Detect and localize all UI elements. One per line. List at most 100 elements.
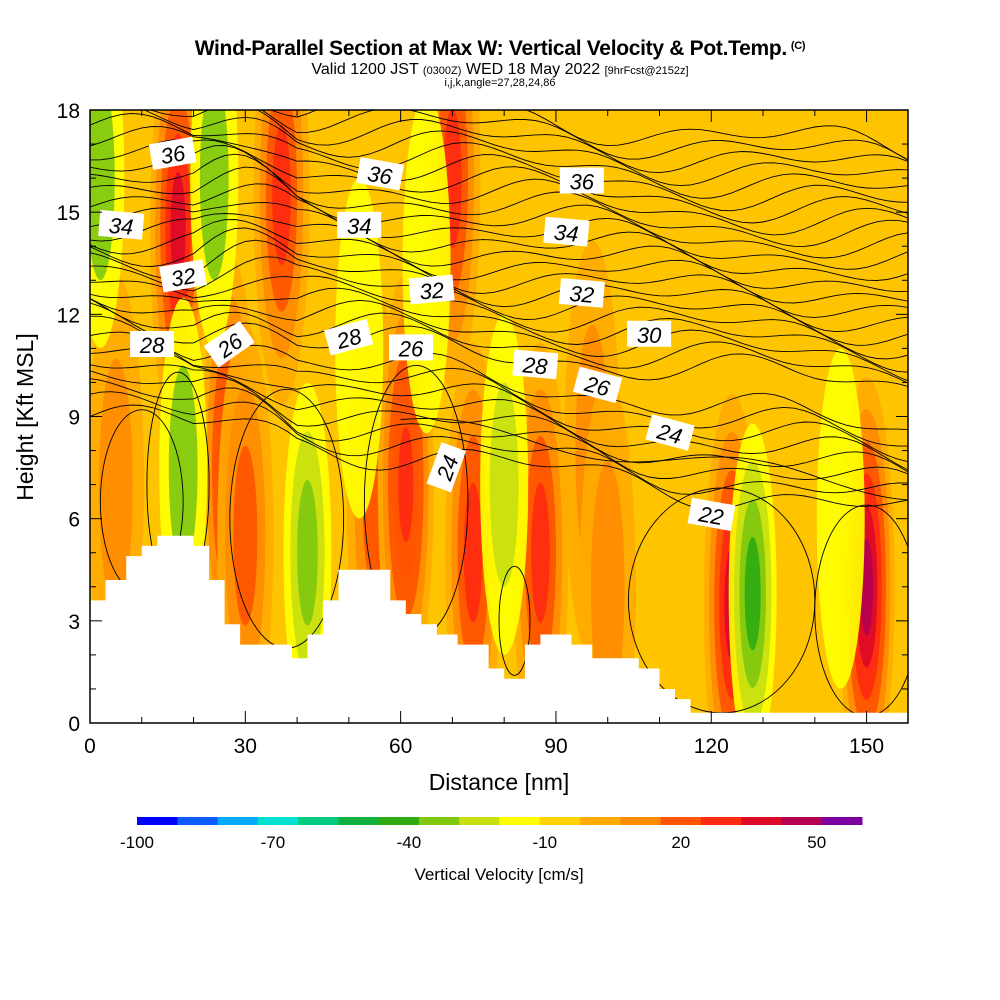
theta-contours — [90, 110, 908, 717]
theta-contour-line — [90, 219, 908, 304]
theta-label-text: 36 — [366, 161, 395, 190]
theta-contour-line — [90, 404, 908, 511]
downdraft-core-band — [489, 382, 519, 587]
theta-label-text: 22 — [696, 501, 725, 530]
x-axis-title: Distance [nm] — [429, 769, 570, 795]
y-tick-label: 3 — [68, 611, 80, 634]
theta-label: 22 — [687, 497, 736, 531]
theta-label-box — [324, 318, 374, 356]
theta-label-text: 28 — [139, 333, 165, 358]
theta-label-box — [159, 259, 207, 293]
theta-contour-line — [90, 145, 908, 236]
theta-label-text: 34 — [108, 213, 135, 240]
theta-label: 28 — [512, 349, 559, 379]
updraft-core-band — [531, 482, 550, 623]
y-tick-label: 18 — [57, 100, 80, 123]
theta-label-box — [573, 366, 623, 404]
y-tick-label: 0 — [68, 713, 80, 736]
updraft-core-band — [170, 171, 186, 287]
colorbar-swatch — [217, 817, 259, 825]
x-tick-label: 60 — [389, 735, 412, 758]
colorbar-tick-label: -100 — [120, 833, 154, 852]
colorbar-swatch — [177, 817, 219, 825]
theta-contour-line — [90, 331, 908, 447]
colorbar-swatch — [459, 817, 500, 825]
colorbar-tick-label: -70 — [261, 833, 286, 852]
colorbar-swatch — [700, 817, 742, 825]
valid-time: Valid 1200 JST — [311, 61, 419, 78]
theta-contour-line — [90, 202, 908, 281]
forecast-info: [9hrFcst@2152z] — [604, 65, 689, 77]
theta-label-text: 32 — [418, 277, 445, 304]
x-tick-label: 90 — [544, 735, 567, 758]
updraft-core-band — [463, 482, 483, 623]
theta-label: 30 — [627, 320, 672, 348]
theta-contour-line — [90, 227, 908, 318]
updraft-core — [579, 376, 636, 723]
theta-contour-line — [90, 113, 908, 199]
theta-label: 32 — [558, 278, 605, 308]
updraft-core-band — [590, 460, 625, 713]
theta-contour-line — [90, 153, 908, 247]
colorbar-swatch — [378, 817, 420, 825]
colorbar-swatch — [660, 817, 702, 825]
theta-contour-line — [90, 370, 908, 473]
theta-label: 28 — [130, 331, 175, 358]
colorbar-swatch — [338, 817, 380, 825]
vertical-velocity-field — [90, 110, 895, 723]
theta-label-box — [356, 157, 404, 191]
theta-label-box — [408, 274, 455, 305]
theta-contour-line — [261, 110, 908, 161]
chart-title-text: Wind-Parallel Section at Max W: Vertical… — [194, 37, 788, 60]
theta-contour-line — [90, 378, 908, 480]
updraft-core-band — [233, 445, 258, 626]
updraft-core — [253, 110, 310, 406]
chart-title: Wind-Parallel Section at Max W: Vertical… — [0, 37, 1000, 61]
theta-label-box — [148, 136, 197, 170]
colorbar-tick-label: -10 — [533, 833, 558, 852]
theta-label: 36 — [356, 157, 404, 191]
y-tick-label: 12 — [57, 304, 80, 327]
colorbar: -100 -70 -40 -10 20 50 — [120, 817, 863, 852]
colorbar-swatch — [418, 817, 460, 825]
theta-contour-line — [90, 213, 908, 293]
theta-label-box — [426, 442, 467, 493]
colorbar-title: Vertical Velocity [cm/s] — [414, 865, 583, 884]
theta-label: 34 — [543, 216, 590, 247]
downdraft-core-band — [297, 479, 318, 626]
theta-label-box — [337, 211, 382, 238]
theta-contour-line — [90, 302, 908, 387]
theta-contour-line — [90, 298, 908, 382]
terrain — [90, 535, 908, 723]
theta-contour-line — [90, 256, 908, 346]
theta-contour-line — [90, 298, 908, 384]
grid-indices: i,j,k,angle=27,28,24,86 — [444, 77, 556, 89]
colorbar-swatch — [620, 817, 662, 825]
copyright-mark: (C) — [790, 40, 806, 52]
colorbar-swatch — [298, 817, 339, 825]
theta-label-box — [559, 167, 604, 194]
theta-label: 34 — [337, 211, 382, 239]
theta-label-text: 28 — [521, 352, 549, 379]
updraft-core-band — [272, 125, 291, 266]
colorbar-swatch — [137, 817, 178, 825]
y-tick-label: 15 — [57, 202, 80, 225]
theta-contour-loop — [498, 565, 531, 676]
updraft-core-band — [99, 358, 133, 611]
colorbar-swatch — [741, 817, 782, 825]
theta-label-text: 32 — [568, 281, 595, 308]
y-axis-title: Height [Kft MSL] — [12, 333, 38, 500]
theta-contour-line — [143, 110, 908, 187]
colorbar-swatch — [821, 817, 863, 825]
theta-label: 26 — [389, 334, 433, 361]
downdraft-core-band — [90, 110, 115, 281]
theta-label-text: 30 — [637, 323, 662, 348]
theta-contour-line — [269, 110, 908, 161]
colorbar-swatch — [257, 817, 299, 825]
x-tick-label: 0 — [84, 735, 96, 758]
colorbar-swatch — [539, 817, 581, 825]
theta-label: 28 — [324, 318, 374, 356]
downdraft-core — [190, 110, 239, 349]
